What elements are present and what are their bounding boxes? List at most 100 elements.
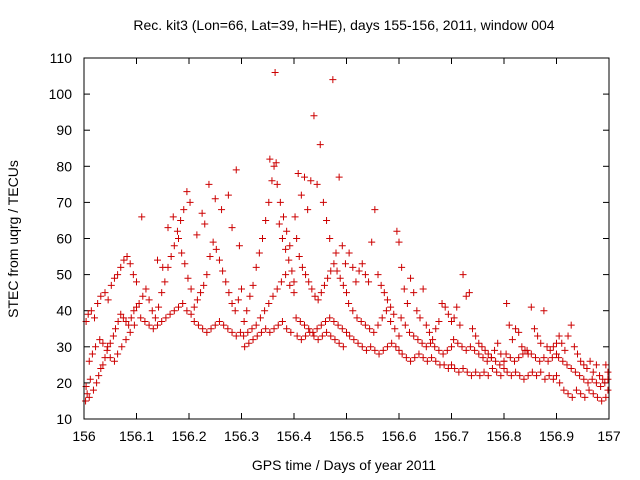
data-point (101, 289, 109, 297)
data-point (236, 328, 244, 336)
data-point (199, 325, 207, 333)
data-point (158, 289, 166, 297)
data-point (540, 307, 548, 315)
data-point (335, 339, 343, 347)
data-point (82, 397, 90, 405)
x-tick-label: 156.9 (539, 428, 574, 444)
data-point (480, 368, 488, 376)
data-point (402, 354, 410, 362)
data-point (313, 325, 321, 333)
data-point (135, 299, 143, 307)
data-point (391, 325, 399, 333)
data-point (571, 368, 579, 376)
data-point (123, 253, 131, 261)
data-point (401, 321, 409, 329)
data-point (215, 318, 223, 326)
y-tick-label: 100 (49, 86, 73, 102)
data-point (139, 292, 147, 300)
data-point (366, 325, 374, 333)
data-point (179, 299, 187, 307)
y-tick-label: 40 (56, 303, 72, 319)
data-point (572, 386, 580, 394)
data-point (110, 274, 118, 282)
data-point (85, 393, 93, 401)
data-point (249, 336, 257, 344)
data-point (162, 314, 170, 322)
data-point (431, 343, 439, 351)
data-point (395, 332, 403, 340)
data-point (310, 332, 318, 340)
data-point (527, 350, 535, 358)
x-tick-label: 156.7 (434, 428, 469, 444)
data-point (527, 303, 535, 311)
data-point (518, 343, 526, 351)
data-point (564, 390, 572, 398)
data-point (491, 346, 499, 354)
data-point (320, 281, 328, 289)
data-point (567, 321, 575, 329)
data-point (304, 206, 312, 214)
data-point (422, 321, 430, 329)
data-point (515, 328, 523, 336)
data-point (238, 285, 245, 293)
data-point (472, 332, 480, 340)
data-point (222, 278, 230, 286)
data-point (338, 242, 346, 250)
data-point (235, 242, 243, 250)
data-point (145, 321, 153, 329)
data-point (500, 357, 508, 365)
data-point (333, 267, 341, 275)
data-point (122, 336, 130, 344)
data-point (484, 350, 492, 358)
data-point (324, 274, 332, 282)
data-point (398, 350, 406, 358)
data-point (203, 328, 211, 336)
data-point (317, 289, 325, 297)
data-point (84, 310, 92, 318)
data-point (155, 303, 163, 311)
data-point (266, 328, 274, 336)
data-point (392, 343, 400, 351)
data-point (287, 328, 295, 336)
data-point (293, 332, 301, 340)
data-point (170, 242, 178, 250)
plot-frame (83, 57, 610, 420)
data-point (483, 357, 491, 365)
data-point (362, 346, 370, 354)
data-point (335, 173, 343, 181)
data-point (271, 68, 279, 76)
data-point (282, 245, 290, 253)
data-point (555, 354, 563, 362)
data-point (471, 346, 479, 354)
data-point (589, 368, 597, 376)
data-point (336, 274, 344, 282)
data-point (500, 364, 508, 372)
y-tick-label: 20 (56, 375, 72, 391)
data-point (307, 177, 315, 185)
data-point (228, 299, 236, 307)
data-point (296, 318, 304, 326)
x-tick-label: 157 (597, 428, 621, 444)
data-point (97, 364, 105, 372)
x-axis-label: GPS time / Days of year 2011 (252, 457, 436, 473)
data-point (528, 368, 536, 376)
data-point (387, 303, 395, 311)
data-point (383, 296, 391, 304)
data-point (440, 361, 448, 369)
data-point (154, 256, 161, 264)
data-point (224, 325, 232, 333)
data-point (541, 375, 549, 383)
data-point (314, 336, 322, 344)
data-point (193, 231, 201, 239)
data-point (259, 235, 266, 242)
data-point (475, 339, 483, 347)
data-point (598, 397, 606, 405)
data-point (149, 325, 157, 333)
data-point (455, 368, 463, 376)
data-point (249, 281, 257, 289)
data-point (314, 296, 322, 304)
data-point (377, 281, 385, 289)
data-point (425, 328, 433, 336)
data-point (175, 235, 182, 242)
data-point (117, 263, 125, 271)
